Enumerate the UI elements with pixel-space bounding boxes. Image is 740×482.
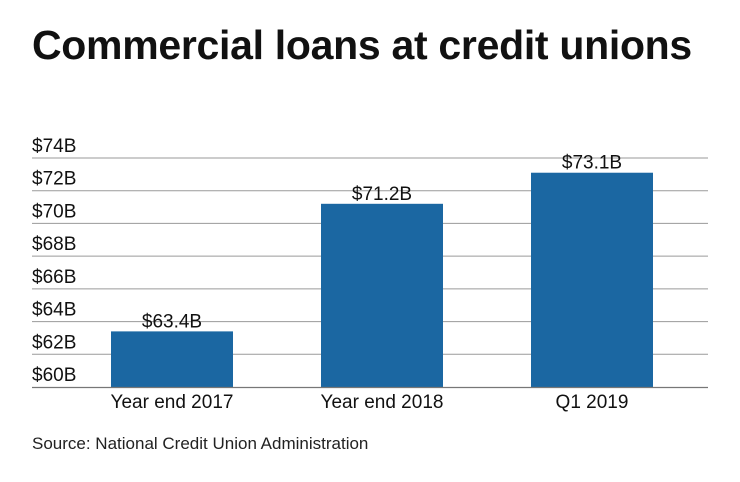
bar bbox=[321, 203, 443, 387]
data-label: $63.4B bbox=[142, 311, 202, 332]
y-tick-label: $62B bbox=[32, 332, 76, 353]
data-label: $73.1B bbox=[562, 153, 622, 174]
x-tick-label: Year end 2017 bbox=[111, 392, 234, 413]
y-tick-labels: $60B $62B $64B $66B $68B $70B $72B $74B bbox=[32, 136, 76, 386]
bars bbox=[111, 172, 653, 387]
x-tick-label: Year end 2018 bbox=[321, 392, 444, 413]
y-tick-label: $66B bbox=[32, 267, 76, 288]
y-tick-label: $74B bbox=[32, 136, 76, 157]
bar bbox=[111, 331, 233, 387]
data-labels: $63.4B $71.2B $73.1B bbox=[142, 153, 622, 333]
x-tick-label: Q1 2019 bbox=[556, 392, 629, 413]
y-tick-label: $64B bbox=[32, 300, 76, 321]
y-tick-label: $68B bbox=[32, 234, 76, 255]
x-tick-labels: Year end 2017 Year end 2018 Q1 2019 bbox=[111, 392, 629, 413]
y-tick-label: $70B bbox=[32, 201, 76, 222]
y-tick-label: $72B bbox=[32, 169, 76, 190]
bar bbox=[531, 172, 653, 387]
source-note: Source: National Credit Union Administra… bbox=[32, 434, 369, 453]
y-tick-label: $60B bbox=[32, 365, 76, 386]
data-label: $71.2B bbox=[352, 184, 412, 205]
chart-title: Commercial loans at credit unions bbox=[32, 22, 692, 68]
